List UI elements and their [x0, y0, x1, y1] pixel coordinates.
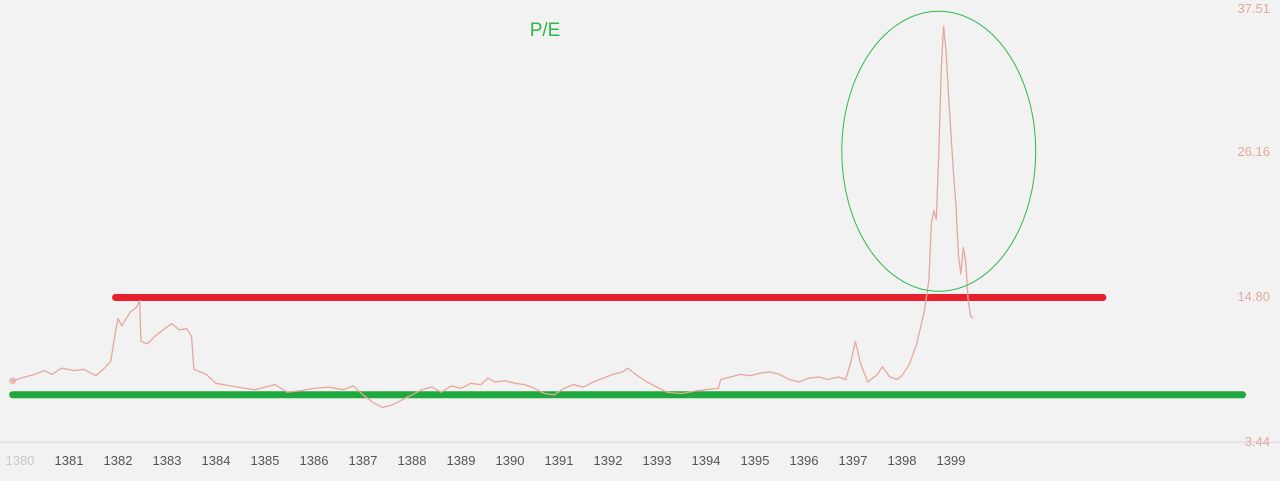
- x-tick-label: 1398: [888, 453, 917, 468]
- x-tick-label: 1395: [741, 453, 770, 468]
- x-tick-label: 1399: [937, 453, 966, 468]
- x-tick-label: 1381: [55, 453, 84, 468]
- y-tick-label: 3.44: [1245, 434, 1270, 449]
- x-tick-label: 1389: [447, 453, 476, 468]
- x-tick-label: 1387: [349, 453, 378, 468]
- x-tick-label: 1382: [104, 453, 133, 468]
- y-tick-label: 26.16: [1237, 144, 1270, 159]
- x-tick-label: 1384: [202, 453, 231, 468]
- x-tick-label: 1391: [545, 453, 574, 468]
- x-axis-ticks: 1380 1381 1382 1383 1384 1385 1386 1387 1388 1389…: [6, 453, 966, 468]
- series-group: [9, 25, 974, 409]
- x-tick-label: 1385: [251, 453, 280, 468]
- x-tick-label: 1394: [692, 453, 721, 468]
- series-start-point: [9, 377, 17, 385]
- x-tick-label: 1397: [839, 453, 868, 468]
- x-tick-label: 1383: [153, 453, 182, 468]
- series-line-1: [12, 25, 974, 409]
- x-tick-label: 1390: [496, 453, 525, 468]
- x-tick-label: 1393: [643, 453, 672, 468]
- peak-highlight-ellipse: [841, 10, 1037, 292]
- x-tick-label: 1388: [398, 453, 427, 468]
- y-axis-ticks: 37.51 26.16 14.80 3.44: [1237, 1, 1270, 449]
- y-tick-label: 37.51: [1237, 1, 1270, 16]
- x-tick-label: 1396: [790, 453, 819, 468]
- reference-lines: [9, 294, 1247, 399]
- y-tick-label: 14.80: [1237, 289, 1270, 304]
- x-tick-label: 1386: [300, 453, 329, 468]
- x-tick-label: 1392: [594, 453, 623, 468]
- x-tick-label: 1380: [6, 453, 35, 468]
- chart-title: P/E: [530, 20, 561, 41]
